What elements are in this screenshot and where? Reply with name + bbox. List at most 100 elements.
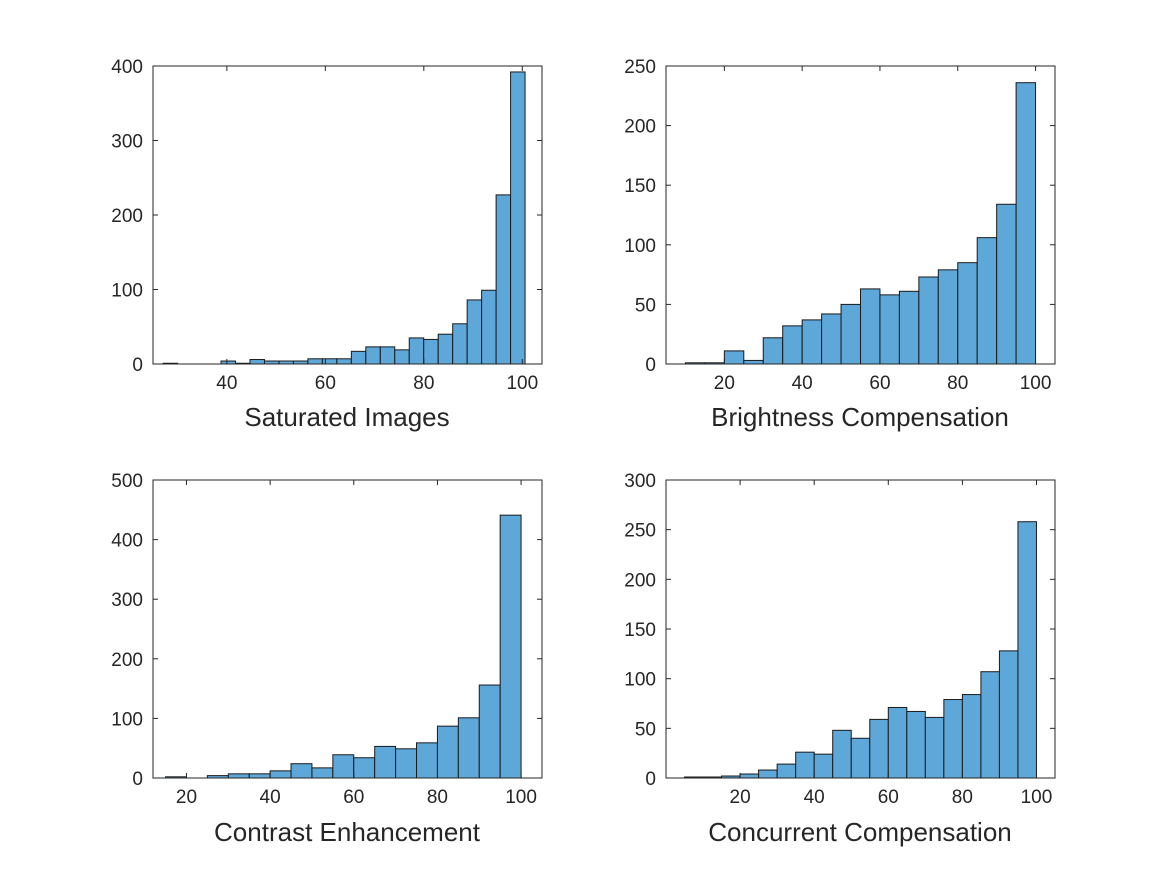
histogram-bar (723, 350, 745, 365)
axes-frame (665, 65, 1056, 365)
histogram-bar (918, 276, 939, 365)
histogram-bar (957, 262, 978, 365)
y-tick-label: 50 (635, 719, 656, 740)
y-tick-label: 300 (111, 132, 143, 153)
x-tick-label: 100 (505, 787, 537, 808)
x-tick-label: 100 (1020, 373, 1052, 394)
histogram-bar (832, 729, 852, 779)
histogram-bar (906, 710, 926, 779)
bars (162, 71, 526, 365)
histogram-bar (924, 716, 945, 779)
histogram-bar (887, 706, 908, 779)
x-tick-label: 20 (714, 373, 735, 394)
histogram-bar (782, 325, 803, 365)
histogram-bar (416, 742, 438, 779)
x-axis-label: Saturated Images (244, 402, 449, 432)
y-tick-label: 100 (624, 670, 656, 691)
x-tick-label: 100 (506, 373, 538, 394)
histogram-bar (436, 725, 459, 779)
x-tick-label: 100 (1021, 787, 1053, 808)
x-tick-label: 60 (315, 373, 336, 394)
histogram-bar (980, 671, 1000, 779)
panel-saturated-images: Saturated Images 40 60 80 100 0 100 200 300 400 (111, 57, 543, 432)
histogram-bar (481, 289, 497, 365)
x-tick-label: 80 (413, 373, 434, 394)
x-tick-label: 40 (260, 787, 281, 808)
x-tick-label: 40 (804, 787, 825, 808)
histogram-bar (353, 757, 376, 779)
histogram-bar (840, 303, 861, 365)
histogram-bar (248, 773, 271, 779)
histogram-bar (495, 194, 512, 365)
histogram-bar (452, 323, 468, 365)
y-tick-label: 250 (624, 521, 656, 542)
histogram-bar (311, 767, 334, 779)
histogram-bar (898, 290, 920, 365)
histogram-bar (813, 753, 834, 779)
histogram-bar (976, 237, 998, 365)
y-tick-label: 300 (624, 471, 656, 492)
histogram-bar (937, 269, 959, 365)
y-tick-label: 200 (624, 570, 656, 591)
histogram-bar (1015, 82, 1037, 365)
histogram-bar (307, 358, 323, 365)
x-tick-label: 80 (952, 787, 973, 808)
x-tick-label: 80 (427, 787, 448, 808)
y-tick-label: 200 (111, 650, 143, 671)
histogram-bar (374, 745, 397, 779)
histogram-bar (739, 773, 760, 779)
x-tick-label: 60 (869, 373, 890, 394)
histogram-bar (762, 337, 784, 365)
x-axis-label: Brightness Compensation (711, 402, 1009, 432)
x-tick-label: 80 (947, 373, 968, 394)
histogram-bar (227, 773, 250, 779)
histogram-bar (423, 338, 439, 365)
histogram-bar (290, 763, 313, 779)
y-tick-label: 0 (645, 769, 656, 790)
y-tick-label: 100 (111, 281, 143, 302)
histogram-bar (998, 650, 1019, 779)
histogram-bar (395, 748, 418, 779)
x-tick-label: 60 (878, 787, 899, 808)
y-tick-label: 100 (111, 709, 143, 730)
x-tick-label: 40 (216, 373, 237, 394)
y-tick-label: 0 (645, 355, 656, 376)
histogram-bar (457, 717, 480, 779)
histogram-bar (269, 770, 292, 779)
histogram-bar (869, 718, 889, 779)
histogram-bar (776, 763, 797, 779)
histogram-bar (860, 288, 881, 365)
histogram-bar (1017, 521, 1037, 779)
x-axis-label: Concurrent Compensation (708, 817, 1012, 847)
x-tick-label: 60 (343, 787, 364, 808)
x-axis-label: Contrast Enhancement (214, 817, 481, 847)
bars (684, 82, 1037, 365)
y-tick-label: 0 (132, 769, 143, 790)
histogram-bar (795, 751, 815, 779)
y-tick-label: 300 (111, 590, 143, 611)
histogram-bar (321, 358, 338, 365)
histogram-bar (850, 737, 871, 779)
histogram-bar (510, 71, 526, 365)
y-tick-label: 50 (635, 295, 656, 316)
histogram-bar (437, 333, 454, 365)
y-tick-label: 200 (111, 206, 143, 227)
histogram-bar (801, 319, 823, 365)
y-tick-label: 100 (624, 236, 656, 257)
histogram-bar (332, 754, 355, 779)
x-tick-label: 20 (730, 787, 751, 808)
histogram-bar (879, 294, 900, 365)
histogram-bar (499, 514, 522, 779)
histogram-bar (394, 349, 410, 365)
histogram-bar (249, 359, 265, 365)
histogram-bar (478, 684, 501, 779)
histogram-bar (821, 313, 842, 365)
histogram-bar (379, 346, 396, 365)
y-tick-label: 400 (111, 531, 143, 552)
panel-brightness-compensation: Brightness Compensation 20 40 60 80 100 0 50 10… (624, 57, 1056, 432)
histogram-bar (365, 346, 381, 365)
x-tick-label: 20 (176, 787, 197, 808)
histogram-bar (961, 694, 982, 779)
histogram-bar (408, 337, 425, 365)
